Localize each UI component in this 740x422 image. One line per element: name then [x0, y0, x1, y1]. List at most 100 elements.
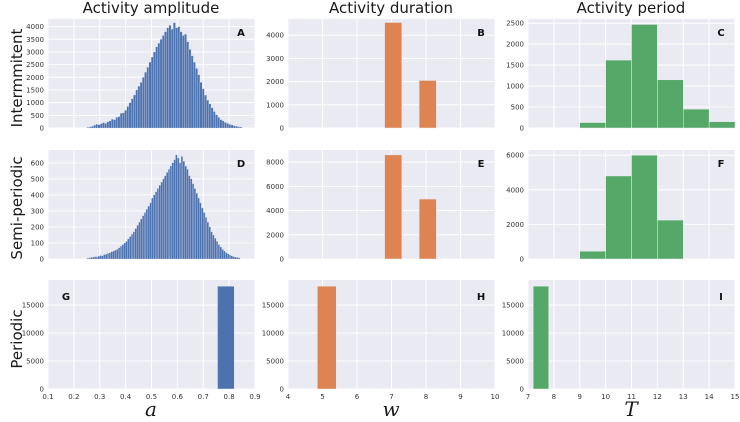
histogram-bar [227, 253, 230, 260]
y-tick-label: 500 [511, 104, 524, 112]
histogram-bar [418, 80, 437, 129]
histogram-bar [204, 217, 208, 260]
y-tick-label: 0 [520, 386, 524, 394]
histogram-bar [210, 231, 213, 260]
histogram-bar [208, 226, 211, 260]
histogram-bar [132, 231, 135, 260]
histogram-bar [221, 249, 224, 260]
histogram-bar [605, 175, 632, 260]
histogram-bar [119, 246, 123, 260]
histogram-bar [147, 205, 150, 260]
histogram-bar [138, 222, 141, 260]
histogram-bar [168, 25, 172, 129]
y-tick-label: 0 [40, 125, 44, 133]
histogram-bar [215, 114, 218, 129]
histogram-bar [532, 285, 549, 390]
panel-C: 0 500 1000 1500 2000 2500 C [506, 19, 736, 133]
histogram-bar [224, 122, 227, 129]
y-tick-label: 0 [520, 256, 524, 264]
y-tick-label: 0 [280, 386, 284, 394]
histogram-bar [188, 175, 191, 260]
histogram-bar [237, 126, 240, 129]
histogram-bar [657, 79, 684, 129]
y-tick-label: 500 [31, 175, 44, 183]
histogram-bar [126, 106, 130, 129]
histogram-bar [186, 41, 189, 129]
y-tick-label: 15000 [502, 302, 524, 310]
histogram-bar [159, 39, 163, 129]
panel-E: 0 2000 4000 6000 8000 E [266, 150, 496, 264]
histogram-bar [97, 255, 100, 260]
histogram-bar [212, 234, 215, 260]
histogram-bar [186, 169, 189, 260]
histogram-bar [166, 172, 169, 260]
histogram-bar [142, 215, 145, 260]
histogram-bar [199, 82, 203, 129]
histogram-bar [384, 154, 403, 260]
panel-G: 0 5000 10000 15000 0.1 0.2 0.3 0.4 0.5 0.6 0.7 0.8 0… [22, 280, 261, 401]
y-tick-label: 1500 [26, 86, 44, 94]
y-tick-label: 2000 [266, 231, 284, 239]
x-tick-label: 8 [424, 393, 428, 401]
histogram-bar [99, 123, 103, 129]
histogram-bar [238, 257, 241, 260]
y-tick-label: 100 [31, 239, 44, 247]
histogram-bar [93, 125, 96, 129]
panel-letter: E [478, 159, 485, 170]
histogram-bar [683, 108, 710, 129]
y-tick-label: 0 [40, 386, 44, 394]
y-tick-label: 3000 [26, 48, 44, 56]
histogram-bar [190, 55, 194, 129]
histogram-bar [149, 202, 152, 260]
histogram-bar [88, 126, 92, 129]
x-tick-label: 5 [320, 393, 324, 401]
histogram-bar [92, 256, 95, 260]
histogram-bar [233, 125, 236, 129]
histogram-bar [119, 113, 123, 129]
histogram-bar [228, 124, 232, 129]
histogram-bar [195, 68, 198, 129]
column-title-duration: Activity duration [329, 0, 453, 17]
histogram-bar [131, 234, 134, 260]
x-tick-label: 0.7 [198, 393, 209, 401]
histogram-bar [225, 252, 228, 260]
histogram-bar [129, 236, 132, 260]
histogram-bar [94, 256, 97, 260]
y-tick-label: 10000 [502, 330, 524, 338]
x-axis-label-T: T [624, 397, 639, 421]
histogram-bar [230, 255, 233, 260]
histogram-bar [384, 22, 403, 129]
histogram-bar [210, 107, 214, 129]
histogram-bar [157, 42, 161, 129]
histogram-bar [86, 127, 90, 129]
x-tick-label: 14 [705, 393, 714, 401]
y-tick-label: 300 [31, 207, 44, 215]
panel-letter: F [718, 159, 725, 170]
panel-letter: I [719, 292, 723, 303]
y-tick-label: 8000 [266, 159, 284, 167]
histogram-bar [97, 124, 101, 129]
histogram-bar [197, 74, 201, 129]
histogram-bar [177, 26, 181, 129]
histogram-bar [91, 126, 94, 129]
y-tick-label: 15000 [262, 302, 284, 310]
histogram-bar [153, 51, 156, 129]
panel-letter: G [62, 292, 70, 303]
y-tick-label: 1000 [26, 99, 44, 107]
histogram-bar [122, 112, 125, 129]
histogram-bar [204, 94, 207, 129]
histogram-bar [191, 183, 195, 260]
histogram-bar [164, 31, 167, 129]
histogram-bar [127, 238, 130, 260]
histogram-bar [153, 194, 156, 260]
y-tick-label: 0 [280, 256, 284, 264]
histogram-bar [605, 59, 632, 129]
histogram-bar [232, 256, 235, 260]
histogram-bar [117, 116, 121, 129]
histogram-bar [171, 162, 174, 260]
x-tick-label: 7 [526, 393, 530, 401]
panel-D: 0 100 200 300 400 500 600 D [31, 150, 256, 264]
x-tick-label: 0.4 [120, 393, 132, 401]
histogram-bar [177, 157, 180, 260]
